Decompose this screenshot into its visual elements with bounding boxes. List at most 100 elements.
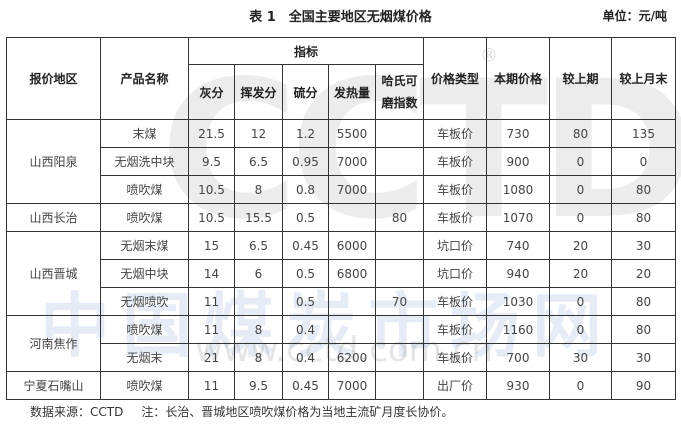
product-cell: 无烟喷吹 [100, 287, 189, 316]
product-cell: 无烟末 [100, 343, 189, 372]
header-heat: 发热量 [328, 64, 376, 120]
price-cell: 730 [486, 119, 550, 148]
volatile-cell: 8 [234, 343, 283, 372]
table-row: 无烟中块 14 6 0.5 6800 坑口价 940 20 20 [7, 259, 676, 288]
ash-cell: 11 [188, 287, 235, 316]
price-type-cell: 车板价 [423, 315, 487, 344]
footer-note: 注：长治、晋城地区喷吹煤价格为当地主流矿月度长协价。 [141, 405, 454, 419]
vs-last-cell: 0 [549, 203, 612, 232]
price-type-cell: 车板价 [423, 343, 487, 372]
sulfur-cell: 0.5 [282, 203, 329, 232]
vs-last-cell: 80 [549, 119, 612, 148]
hgi-cell [375, 147, 424, 176]
region-cell: 河南焦作 [6, 315, 101, 372]
ash-cell: 14 [188, 259, 235, 288]
sulfur-cell: 0.45 [282, 231, 329, 260]
table-title: 表 1 全国主要地区无烟煤价格 [249, 10, 432, 25]
price-type-cell: 车板价 [423, 287, 487, 316]
heat-cell: 7000 [328, 371, 376, 400]
price-cell: 940 [486, 259, 550, 288]
hgi-cell: 80 [375, 203, 424, 232]
header-vs-last: 较上期 [549, 37, 612, 120]
volatile-cell: 12 [234, 119, 283, 148]
hgi-cell [375, 119, 424, 148]
table-row: 山西晋城 无烟末煤 15 6.5 0.45 6000 坑口价 740 20 30 [6, 231, 676, 316]
table-row: 河南焦作 喷吹煤 11 8 0.4 车板价 1160 0 80 [6, 315, 676, 372]
volatile-cell [234, 287, 283, 316]
price-cell: 1070 [486, 203, 550, 232]
sulfur-cell: 0.45 [282, 371, 329, 400]
footer: 数据来源：CCTD 注：长治、晋城地区喷吹煤价格为当地主流矿月度长协价。 [30, 403, 471, 420]
heat-cell: 6000 [328, 231, 376, 260]
sulfur-cell: 0.5 [282, 259, 329, 288]
price-cell: 1080 [486, 175, 550, 204]
header-price: 本期价格 [486, 37, 550, 120]
product-cell: 喷吹煤 [100, 175, 189, 204]
header-ash: 灰分 [188, 64, 235, 120]
vs-month-end-cell: 80 [611, 315, 676, 344]
vs-month-end-cell: 0 [611, 147, 676, 176]
region-cell: 山西晋城 [6, 231, 101, 316]
heat-cell: 6200 [328, 343, 376, 372]
vs-last-cell: 0 [549, 147, 612, 176]
price-type-cell: 车板价 [423, 119, 487, 148]
price-cell: 740 [486, 231, 550, 260]
product-cell: 无烟末煤 [100, 231, 189, 260]
price-type-cell: 坑口价 [423, 231, 487, 260]
data-source: 数据来源：CCTD [30, 405, 124, 419]
ash-cell: 11 [188, 371, 235, 400]
price-type-cell: 车板价 [423, 175, 487, 204]
volatile-cell: 8 [234, 175, 283, 204]
header-product: 产品名称 [100, 37, 189, 120]
region-cell: 山西阳泉 [6, 119, 101, 204]
ash-cell: 15 [188, 231, 235, 260]
price-cell: 1030 [486, 287, 550, 316]
header-sulfur: 硫分 [282, 64, 329, 120]
product-cell: 喷吹煤 [100, 315, 189, 344]
vs-last-cell: 0 [549, 371, 612, 400]
heat-cell: 7000 [328, 147, 376, 176]
sulfur-cell: 0.4 [282, 315, 329, 344]
hgi-cell [375, 231, 424, 260]
volatile-cell: 6.5 [234, 231, 283, 260]
price-type-cell: 车板价 [423, 147, 487, 176]
vs-month-end-cell: 80 [611, 175, 676, 204]
price-cell: 930 [486, 371, 550, 400]
vs-month-end-cell: 20 [611, 259, 676, 288]
product-cell: 喷吹煤 [100, 203, 189, 232]
ash-cell: 21 [188, 343, 235, 372]
header-vs-month-end: 较上月末 [611, 37, 676, 120]
price-cell: 1160 [486, 315, 550, 344]
ash-cell: 9.5 [188, 147, 235, 176]
heat-cell: 6800 [328, 259, 376, 288]
heat-cell [328, 315, 376, 344]
volatile-cell: 6.5 [234, 147, 283, 176]
price-cell: 700 [486, 343, 550, 372]
sulfur-cell: 1.2 [282, 119, 329, 148]
product-cell: 末煤 [100, 119, 189, 148]
header-volatile: 挥发分 [234, 64, 283, 120]
vs-last-cell: 30 [549, 343, 612, 372]
header-price-type: 价格类型 [423, 37, 487, 120]
heat-cell: 7000 [328, 175, 376, 204]
hgi-cell [375, 343, 424, 372]
sulfur-cell: 0.95 [282, 147, 329, 176]
table-row: 山西长治 喷吹煤 10.5 15.5 0.5 80 车板价 1070 0 80 [6, 203, 676, 232]
product-cell: 无烟中块 [100, 259, 189, 288]
vs-month-end-cell: 80 [611, 287, 676, 316]
region-cell: 山西长治 [6, 203, 101, 232]
product-cell: 无烟洗中块 [100, 147, 189, 176]
table-row: 喷吹煤 10.5 8 0.8 7000 车板价 1080 0 80 [7, 175, 676, 204]
table-row: 无烟洗中块 9.5 6.5 0.95 7000 车板价 900 0 0 [7, 147, 676, 176]
sulfur-cell: 0.4 [282, 343, 329, 372]
header-region: 报价地区 [6, 37, 101, 120]
vs-month-end-cell: 80 [611, 203, 676, 232]
ash-cell: 21.5 [188, 119, 235, 148]
volatile-cell: 9.5 [234, 371, 283, 400]
header-hgi: 哈氏可磨指数 [375, 64, 424, 120]
table-row: 宁夏石嘴山 喷吹煤 11 9.5 0.45 7000 出厂价 930 0 90 [6, 371, 676, 400]
hgi-cell [375, 371, 424, 400]
heat-cell: 5500 [328, 119, 376, 148]
hgi-cell: 70 [375, 287, 424, 316]
header-indicators: 指标 [188, 37, 424, 65]
